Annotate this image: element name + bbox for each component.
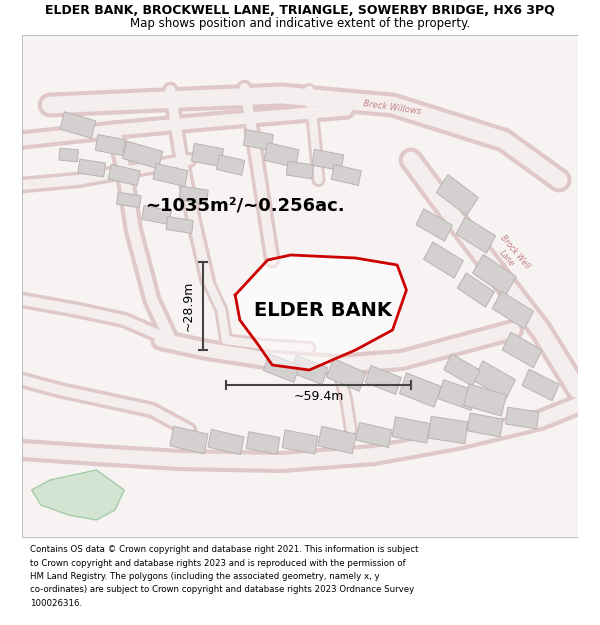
Text: HM Land Registry. The polygons (including the associated geometry, namely x, y: HM Land Registry. The polygons (includin… xyxy=(30,572,379,581)
Text: ~59.4m: ~59.4m xyxy=(293,391,344,404)
Bar xyxy=(166,217,193,233)
Bar xyxy=(438,379,477,411)
Bar xyxy=(400,373,441,407)
Text: ELDER BANK, BROCKWELL LANE, TRIANGLE, SOWERBY BRIDGE, HX6 3PQ: ELDER BANK, BROCKWELL LANE, TRIANGLE, SO… xyxy=(45,4,555,18)
Bar xyxy=(473,361,515,399)
Bar xyxy=(365,366,401,394)
Bar xyxy=(318,426,356,454)
Bar xyxy=(457,273,494,307)
Bar xyxy=(428,416,468,444)
Bar xyxy=(60,112,95,138)
Bar xyxy=(78,159,106,177)
Bar xyxy=(436,174,478,216)
Polygon shape xyxy=(235,255,406,370)
Text: Breck Willows: Breck Willows xyxy=(363,99,422,116)
Bar xyxy=(263,354,299,382)
Polygon shape xyxy=(22,35,578,537)
Bar xyxy=(522,369,559,401)
Text: 100026316.: 100026316. xyxy=(30,599,82,608)
Bar xyxy=(282,430,318,454)
Bar xyxy=(424,242,463,278)
Text: to Crown copyright and database rights 2023 and is reproduced with the permissio: to Crown copyright and database rights 2… xyxy=(30,559,406,568)
Bar xyxy=(217,155,245,175)
Bar xyxy=(492,291,533,329)
Bar xyxy=(472,254,516,296)
Text: Brock Well
Lane: Brock Well Lane xyxy=(491,233,532,277)
Bar xyxy=(312,149,344,171)
Bar xyxy=(22,35,578,537)
Bar xyxy=(444,354,480,386)
Text: ~28.9m: ~28.9m xyxy=(182,281,194,331)
Text: co-ordinates) are subject to Crown copyright and database rights 2023 Ordnance S: co-ordinates) are subject to Crown copyr… xyxy=(30,586,414,594)
Text: Map shows position and indicative extent of the property.: Map shows position and indicative extent… xyxy=(130,18,470,31)
Bar xyxy=(286,161,314,179)
Bar xyxy=(95,134,125,156)
Text: ~1035m²/~0.256ac.: ~1035m²/~0.256ac. xyxy=(145,196,344,214)
Bar xyxy=(416,209,452,241)
Bar xyxy=(122,141,163,169)
Bar xyxy=(464,384,506,416)
Bar xyxy=(246,432,280,454)
Bar xyxy=(502,332,542,367)
Bar xyxy=(179,186,208,204)
Bar xyxy=(142,206,172,224)
Bar xyxy=(505,408,539,429)
Bar xyxy=(170,426,208,454)
Bar xyxy=(467,413,503,437)
Text: Contains OS data © Crown copyright and database right 2021. This information is : Contains OS data © Crown copyright and d… xyxy=(30,545,418,554)
Bar xyxy=(208,429,244,454)
Bar xyxy=(244,129,274,151)
Bar xyxy=(191,143,223,167)
Bar xyxy=(153,164,188,186)
Bar xyxy=(331,164,361,186)
Bar xyxy=(392,417,430,443)
Polygon shape xyxy=(32,470,124,520)
Bar xyxy=(264,142,299,168)
Bar xyxy=(456,217,496,253)
Bar xyxy=(59,148,79,162)
Bar xyxy=(356,422,392,447)
Text: ELDER BANK: ELDER BANK xyxy=(254,301,392,319)
Bar xyxy=(108,164,140,186)
Bar xyxy=(291,356,328,384)
Bar xyxy=(326,359,366,391)
Bar xyxy=(116,192,141,208)
